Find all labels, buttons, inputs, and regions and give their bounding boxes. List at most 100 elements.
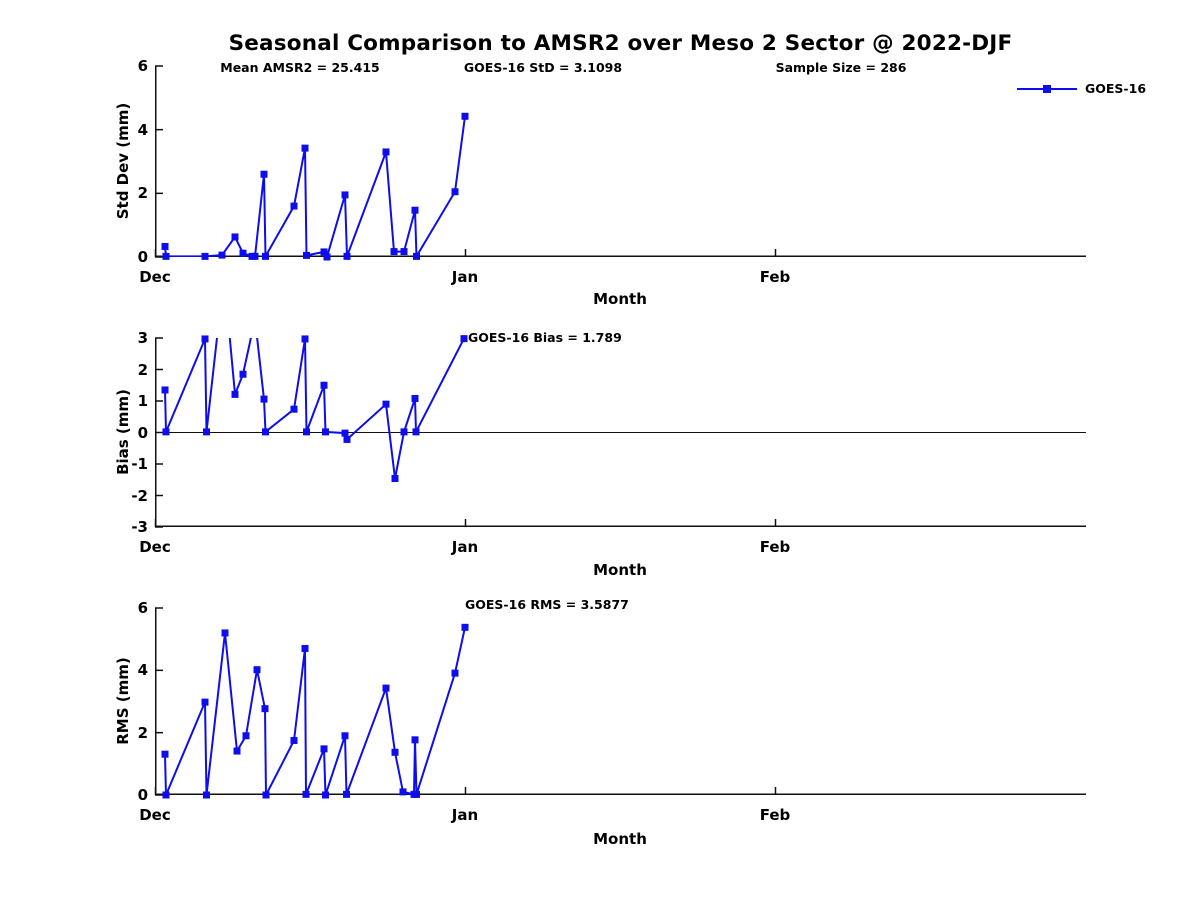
data-point-marker xyxy=(400,248,408,256)
stat-annotation: GOES-16 Bias = 1.789 xyxy=(468,330,622,345)
x-tick-label-jan: Jan xyxy=(451,806,479,824)
y-tick-label: 6 xyxy=(137,599,148,617)
data-point-marker xyxy=(261,705,269,713)
series-line xyxy=(164,627,466,795)
plot-area xyxy=(154,607,1086,799)
data-point-marker xyxy=(301,335,309,343)
data-point-marker xyxy=(341,429,349,437)
data-point-marker xyxy=(262,428,269,436)
data-point-marker xyxy=(203,428,210,436)
data-point-marker xyxy=(239,249,247,257)
data-point-marker xyxy=(341,732,349,740)
data-point-marker xyxy=(413,252,420,260)
data-point-marker xyxy=(412,428,420,436)
data-point-marker xyxy=(391,748,399,756)
data-point-marker xyxy=(451,669,459,677)
data-point-marker xyxy=(290,405,298,413)
data-point-marker xyxy=(301,645,309,653)
data-point-marker xyxy=(253,666,261,674)
data-point-marker xyxy=(290,736,298,744)
data-point-marker xyxy=(460,335,468,343)
y-tick-label: -2 xyxy=(131,486,148,505)
data-point-marker xyxy=(461,112,469,120)
x-tick-label-feb: Feb xyxy=(759,268,791,286)
plot-area xyxy=(154,335,1086,528)
data-point-marker xyxy=(382,684,390,692)
x-tick-label-feb: Feb xyxy=(759,806,791,824)
x-tick-label-dec: Dec xyxy=(139,806,171,824)
stat-annotation: Sample Size = 286 xyxy=(775,60,907,76)
data-point-marker xyxy=(162,252,170,260)
series-line xyxy=(164,338,465,479)
x-tick-label-dec: Dec xyxy=(139,268,171,286)
y-tick-label: 0 xyxy=(137,423,148,442)
y-tick-label: 3 xyxy=(137,329,148,347)
data-point-marker xyxy=(400,428,408,436)
data-point-marker xyxy=(323,253,331,261)
stat-annotation: Mean AMSR2 = 25.415 xyxy=(220,60,380,76)
y-tick-label: 1 xyxy=(137,392,148,410)
stat-annotation: GOES-16 RMS = 3.5877 xyxy=(465,596,629,612)
data-point-marker xyxy=(233,747,241,755)
data-point-marker xyxy=(231,233,239,241)
x-axis-label-month-bottom: Month xyxy=(593,830,647,848)
y-tick-label: 0 xyxy=(137,786,148,804)
data-point-marker xyxy=(413,790,420,798)
data-point-marker xyxy=(262,791,270,799)
data-point-marker xyxy=(201,698,209,706)
data-point-marker xyxy=(290,202,298,210)
data-point-marker xyxy=(399,788,407,796)
x-tick-label-feb: Feb xyxy=(759,538,791,556)
x-tick-label-jan: Jan xyxy=(451,268,479,286)
x-tick-label-jan: Jan xyxy=(451,538,479,556)
data-point-marker xyxy=(322,791,329,799)
x-tick-label-dec: Dec xyxy=(139,538,171,556)
data-point-marker xyxy=(391,474,399,482)
data-point-marker xyxy=(201,335,209,343)
data-point-marker xyxy=(251,252,259,260)
data-point-marker xyxy=(239,370,247,378)
data-point-marker xyxy=(343,252,351,260)
data-point-marker xyxy=(303,251,310,259)
y-tick-label: 2 xyxy=(137,723,148,742)
data-point-marker xyxy=(161,242,169,250)
data-point-marker xyxy=(382,148,390,156)
data-point-marker xyxy=(343,435,351,443)
data-point-marker xyxy=(302,790,310,798)
data-point-marker xyxy=(411,736,419,744)
data-point-marker xyxy=(301,144,309,152)
y-tick-label: 4 xyxy=(137,661,148,680)
y-tick-label: -3 xyxy=(131,518,148,536)
series-line xyxy=(164,116,466,257)
data-point-marker xyxy=(201,252,209,260)
data-point-marker xyxy=(260,395,268,403)
data-point-marker xyxy=(262,252,269,260)
y-tick-label: 6 xyxy=(137,57,148,75)
data-point-marker xyxy=(451,188,459,196)
data-point-marker xyxy=(320,381,328,389)
data-point-marker xyxy=(303,428,310,436)
data-point-marker xyxy=(461,623,469,631)
y-tick-label: 2 xyxy=(137,360,148,379)
data-point-marker xyxy=(260,170,268,178)
x-axis-label-month-top: Month xyxy=(593,290,647,308)
x-axis-label-month-middle: Month xyxy=(593,561,647,579)
data-point-marker xyxy=(161,750,169,758)
figure-title: Seasonal Comparison to AMSR2 over Meso 2… xyxy=(228,31,1013,56)
data-point-marker xyxy=(390,248,398,256)
data-point-marker xyxy=(218,251,226,259)
data-point-marker xyxy=(320,248,328,256)
data-point-marker xyxy=(162,428,170,436)
legend-line-marker-icon xyxy=(1017,84,1077,93)
plot-area xyxy=(154,65,1086,261)
data-point-marker xyxy=(411,394,419,402)
data-point-marker xyxy=(320,745,328,753)
y-tick-label: 4 xyxy=(137,120,148,139)
data-point-marker xyxy=(221,629,229,637)
data-point-marker xyxy=(343,790,350,798)
data-point-marker xyxy=(162,791,170,799)
legend-label: GOES-16 xyxy=(1085,81,1147,96)
data-point-marker xyxy=(322,428,329,436)
data-point-marker xyxy=(382,400,390,408)
y-tick-label: 0 xyxy=(137,248,148,266)
